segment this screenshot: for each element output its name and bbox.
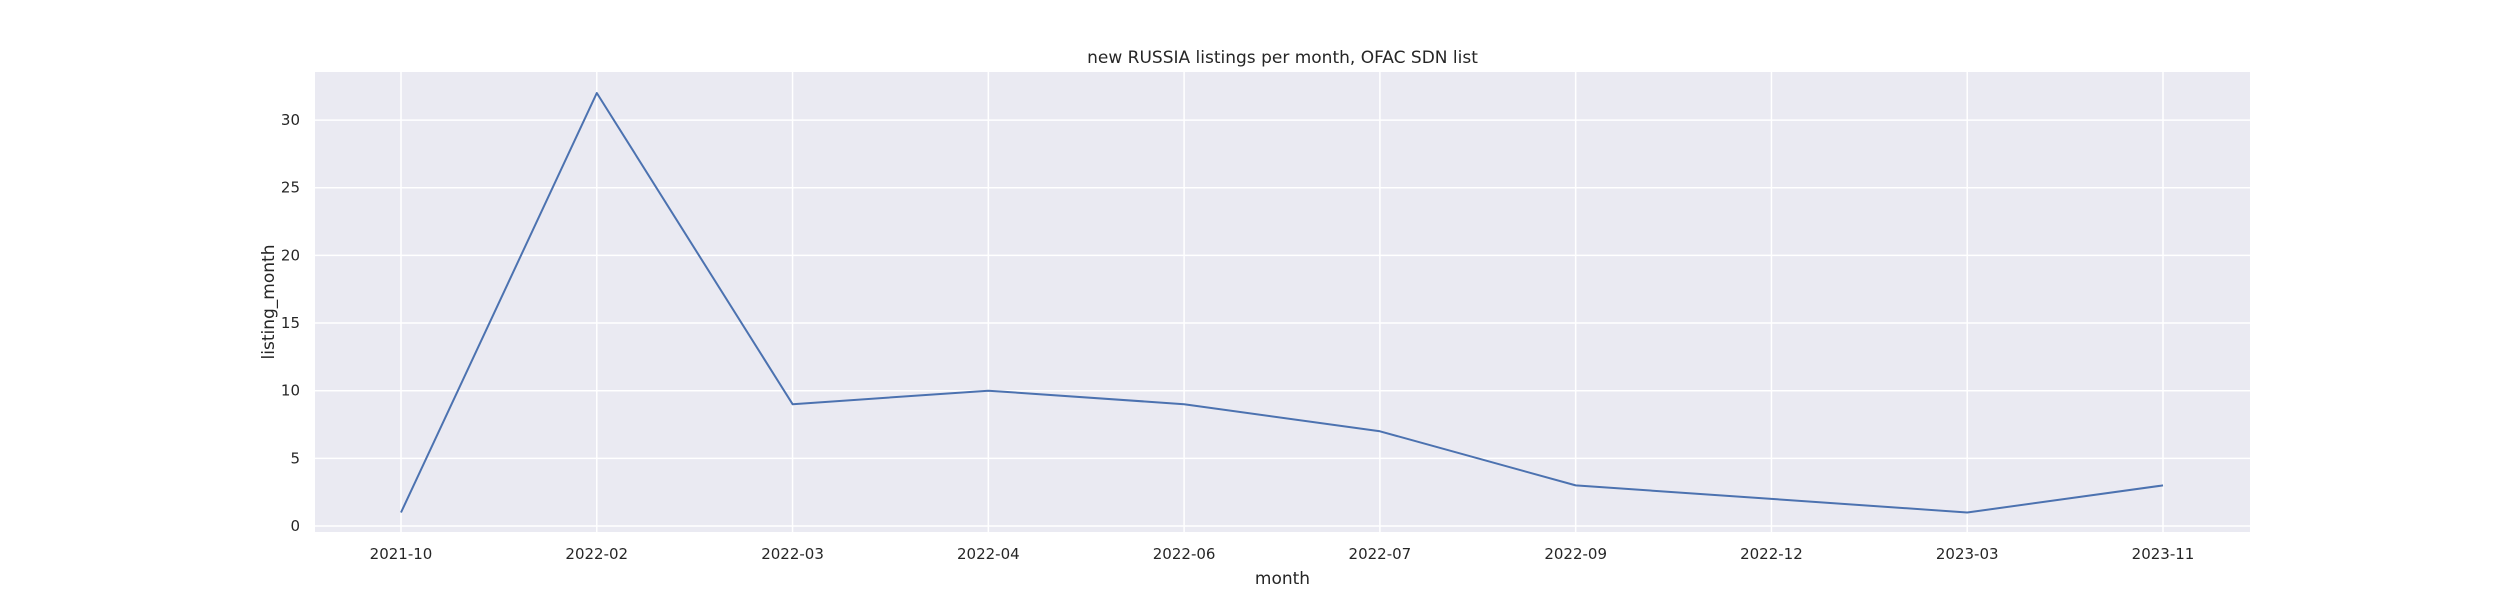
y-tick-label: 15: [281, 314, 300, 332]
y-tick-label: 5: [290, 449, 300, 467]
x-tick-label: 2022-04: [957, 545, 1020, 563]
x-tick-label: 2022-02: [565, 545, 628, 563]
x-tick-label: 2023-03: [1936, 545, 1999, 563]
x-tick-label: 2022-06: [1153, 545, 1216, 563]
series-line: [400, 92, 2164, 514]
x-tick-label: 2022-12: [1740, 545, 1803, 563]
y-axis-label: listing_month: [259, 245, 279, 360]
y-tick-label: 30: [281, 111, 300, 129]
x-tick-labels: 2021-10 2022-02 2022-03 2022-04 2022-06 2022-…: [370, 545, 2195, 563]
chart-title: new RUSSIA listings per month, OFAC SDN …: [1087, 48, 1478, 68]
grid: [315, 72, 2250, 532]
x-tick-label: 2022-03: [761, 545, 824, 563]
y-tick-labels: 0 5 10 15 20 25 30: [281, 111, 300, 535]
y-tick-label: 0: [290, 517, 300, 535]
x-tick-label: 2022-09: [1544, 545, 1607, 563]
x-tick-label: 2021-10: [370, 545, 433, 563]
series-group: [400, 92, 2164, 514]
plot-area: [315, 72, 2250, 532]
x-tick-label: 2023-11: [2132, 545, 2195, 563]
x-tick-label: 2022-07: [1349, 545, 1412, 563]
y-tick-label: 20: [281, 246, 300, 264]
y-tick-label: 25: [281, 179, 300, 197]
x-axis-label: month: [1255, 569, 1310, 589]
y-tick-label: 10: [281, 382, 300, 400]
